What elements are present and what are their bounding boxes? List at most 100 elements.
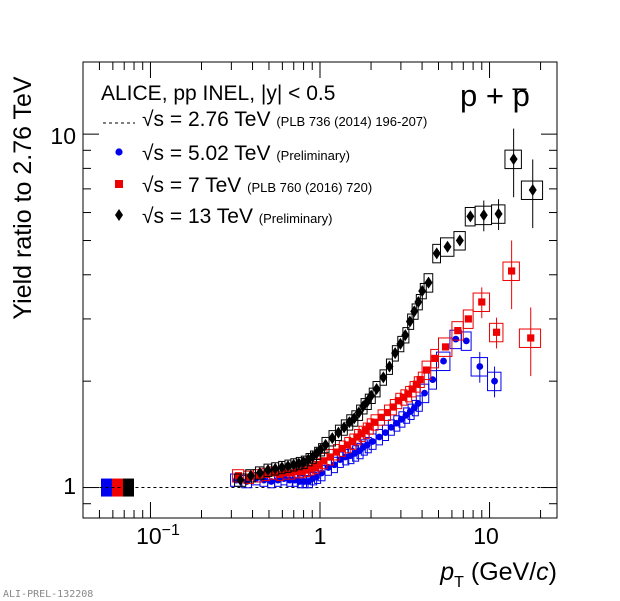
legend-marker <box>115 209 123 221</box>
data-point <box>508 267 516 275</box>
legend-label: √s = 7 TeV (PLB 760 (2016) 720) <box>142 174 372 197</box>
data-point <box>379 371 388 384</box>
legend: √s = 2.76 TeV (PLB 736 (2014) 196-207) √s… <box>103 108 427 228</box>
data-point <box>326 453 334 461</box>
data-point <box>385 360 394 373</box>
legend-entry-s502: √s = 5.02 TeV (Preliminary) <box>115 142 350 165</box>
data-point <box>416 376 424 384</box>
data-point <box>401 329 410 342</box>
data-point <box>321 438 330 451</box>
data-point <box>494 207 503 220</box>
axis-ticks <box>82 62 557 518</box>
data-point <box>289 458 298 471</box>
systematic-box <box>460 331 472 351</box>
data-point <box>387 423 395 431</box>
data-point <box>334 426 343 439</box>
data-point <box>392 419 400 427</box>
data-point <box>340 421 349 434</box>
data-point <box>421 389 428 397</box>
data-point <box>527 334 535 342</box>
data-point <box>440 357 447 365</box>
data-point <box>246 469 255 482</box>
y-tick-label-10: 10 <box>50 123 76 149</box>
data-point <box>432 247 441 260</box>
data-point <box>288 469 296 477</box>
y-tick-label-1: 1 <box>63 473 76 499</box>
data-point <box>328 432 337 445</box>
systematic-box <box>462 309 474 329</box>
watermark: ALI-PREL-132208 <box>3 589 93 600</box>
data-point <box>452 335 460 343</box>
x-tick-label-10: 10 <box>473 523 499 549</box>
data-point <box>404 390 412 398</box>
legend-entry-s13: √s = 13 TeV (Preliminary) <box>115 205 332 228</box>
systematic-box <box>451 321 464 341</box>
legend-label: √s = 2.76 TeV (PLB 736 (2014) 196-207) <box>142 108 427 131</box>
chart-title: ALICE, pp INEL, |y| < 0.5 <box>101 82 335 105</box>
data-point <box>332 448 341 456</box>
data-point <box>528 183 537 196</box>
data-point <box>361 426 369 435</box>
legend-entry-s7: √s = 7 TeV (PLB 760 (2016) 720) <box>115 174 372 197</box>
y-axis-label: Yield ratio to 2.76 TeV <box>9 76 37 320</box>
legend-label: √s = 13 TeV (Preliminary) <box>142 205 332 228</box>
data-point <box>455 234 464 247</box>
series-s13 <box>234 128 544 487</box>
data-point <box>331 461 338 469</box>
systematic-box <box>518 328 542 348</box>
data-point <box>269 469 277 477</box>
data-point <box>509 153 518 166</box>
data-point <box>478 298 486 306</box>
systematic-box <box>453 231 466 251</box>
data-point <box>255 466 264 479</box>
data-point <box>311 463 319 472</box>
systematic-box <box>520 180 544 200</box>
data-point <box>479 209 488 222</box>
data-point <box>271 462 280 475</box>
data-point <box>414 400 422 407</box>
systematic-box <box>421 360 432 381</box>
legend-marker <box>115 180 123 188</box>
x-tick-label-1: 1 <box>314 523 327 549</box>
data-point <box>412 380 420 388</box>
data-point <box>464 315 472 323</box>
data-point <box>343 441 351 449</box>
data-point <box>357 430 365 438</box>
data-point <box>306 465 315 473</box>
data-point <box>365 422 373 430</box>
data-point <box>492 328 501 336</box>
data-point <box>443 240 452 253</box>
data-point <box>491 377 498 385</box>
data-point <box>262 470 270 478</box>
data-point <box>466 210 475 223</box>
data-point <box>283 460 292 473</box>
data-point <box>236 474 245 487</box>
data-point <box>276 470 284 478</box>
systematic-box <box>423 273 434 293</box>
data-point <box>298 467 306 476</box>
data-point <box>431 354 439 362</box>
data-point <box>319 457 328 465</box>
data-point <box>369 438 377 445</box>
data-point <box>277 461 286 474</box>
data-point <box>462 337 470 345</box>
data-point <box>286 476 294 484</box>
data-point <box>372 383 381 396</box>
data-point <box>383 408 392 417</box>
legend-marker <box>115 148 123 156</box>
data-point <box>454 327 462 335</box>
data-point <box>263 464 272 477</box>
data-point <box>348 437 356 446</box>
data-point <box>377 413 385 421</box>
data-point <box>353 433 361 441</box>
data-point <box>424 276 433 289</box>
legend-entry-s276: √s = 2.76 TeV (PLB 736 (2014) 196-207) <box>103 108 427 131</box>
x-axis-label: pT (GeV/c) <box>439 558 557 591</box>
normalization-box <box>123 478 134 497</box>
data-point <box>397 415 405 423</box>
data-point <box>476 363 484 370</box>
data-point <box>375 433 383 441</box>
data-point <box>336 456 344 463</box>
data-point <box>314 461 323 469</box>
